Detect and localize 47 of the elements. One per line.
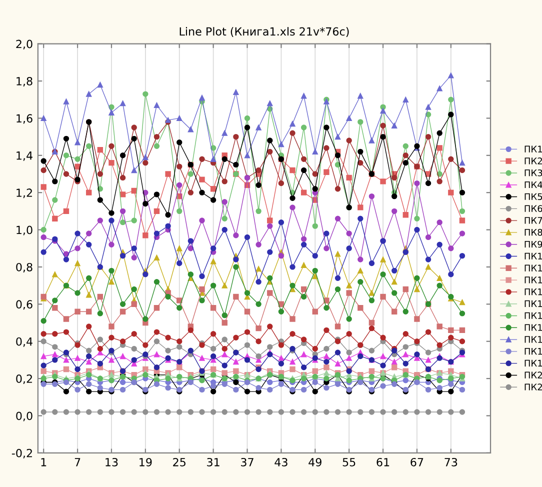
legend-label: ПК1 xyxy=(524,146,542,152)
x-tick-label: 7 xyxy=(74,458,80,466)
legend-label: ПК1 xyxy=(524,336,542,343)
legend-label: ПК8 xyxy=(524,228,542,236)
x-tick-label: 49 xyxy=(308,458,322,466)
y-tick-label: 0,0 xyxy=(16,412,32,422)
legend-label: ПК1 xyxy=(524,300,542,308)
legend-label: ПК1 xyxy=(524,288,542,296)
y-tick-label: 1,4 xyxy=(16,152,32,161)
x-tick-label: 61 xyxy=(376,458,390,466)
legend-label: ПК3 xyxy=(524,169,542,176)
y-tick-label: 1,8 xyxy=(16,76,32,87)
y-tick-label: 0,6 xyxy=(16,300,32,310)
x-tick-label: 37 xyxy=(241,458,254,466)
x-tick-label: 31 xyxy=(207,458,220,466)
legend-label: ПК1 xyxy=(524,348,542,355)
legend-label: ПК2 xyxy=(524,384,542,390)
x-tick-label: 13 xyxy=(106,458,118,466)
y-tick-label: 1,6 xyxy=(16,114,32,124)
legend-label: ПК2 xyxy=(524,158,542,164)
y-tick-label: 1,0 xyxy=(16,226,32,236)
y-tick-label: 0,2 xyxy=(16,374,32,384)
legend-label: ПК7 xyxy=(524,217,542,224)
legend-label: ПК1 xyxy=(524,252,542,260)
y-tick-label: -0,2 xyxy=(12,448,32,458)
x-tick-label: 67 xyxy=(410,458,424,466)
legend-label: ПК1 xyxy=(524,360,542,366)
legend-label: ПК5 xyxy=(524,193,542,200)
y-tick-label: 1,2 xyxy=(16,188,32,198)
x-tick-label: 55 xyxy=(342,458,356,466)
x-tick-label: 43 xyxy=(274,458,288,466)
x-tick-label: 1 xyxy=(41,458,46,466)
legend-label: ПК1 xyxy=(524,276,542,284)
legend-label: ПК1 xyxy=(524,324,542,331)
legend-label: ПК6 xyxy=(524,205,542,212)
y-tick-label: 0,4 xyxy=(16,337,32,347)
legend-label: ПК1 xyxy=(524,312,542,319)
chart-title: Line Plot (Книга1.xls 21v*76c) xyxy=(180,27,349,37)
legend-label: ПК2 xyxy=(524,372,542,378)
x-tick-label: 25 xyxy=(173,458,186,466)
legend-label: ПК1 xyxy=(524,264,542,272)
x-tick-label: 19 xyxy=(140,458,152,466)
y-tick-label: 0,8 xyxy=(16,262,32,272)
legend-label: ПК4 xyxy=(524,181,542,188)
y-tick-label: 2,0 xyxy=(16,40,32,50)
x-tick-label: 73 xyxy=(444,458,458,466)
legend-label: ПК9 xyxy=(524,240,542,248)
